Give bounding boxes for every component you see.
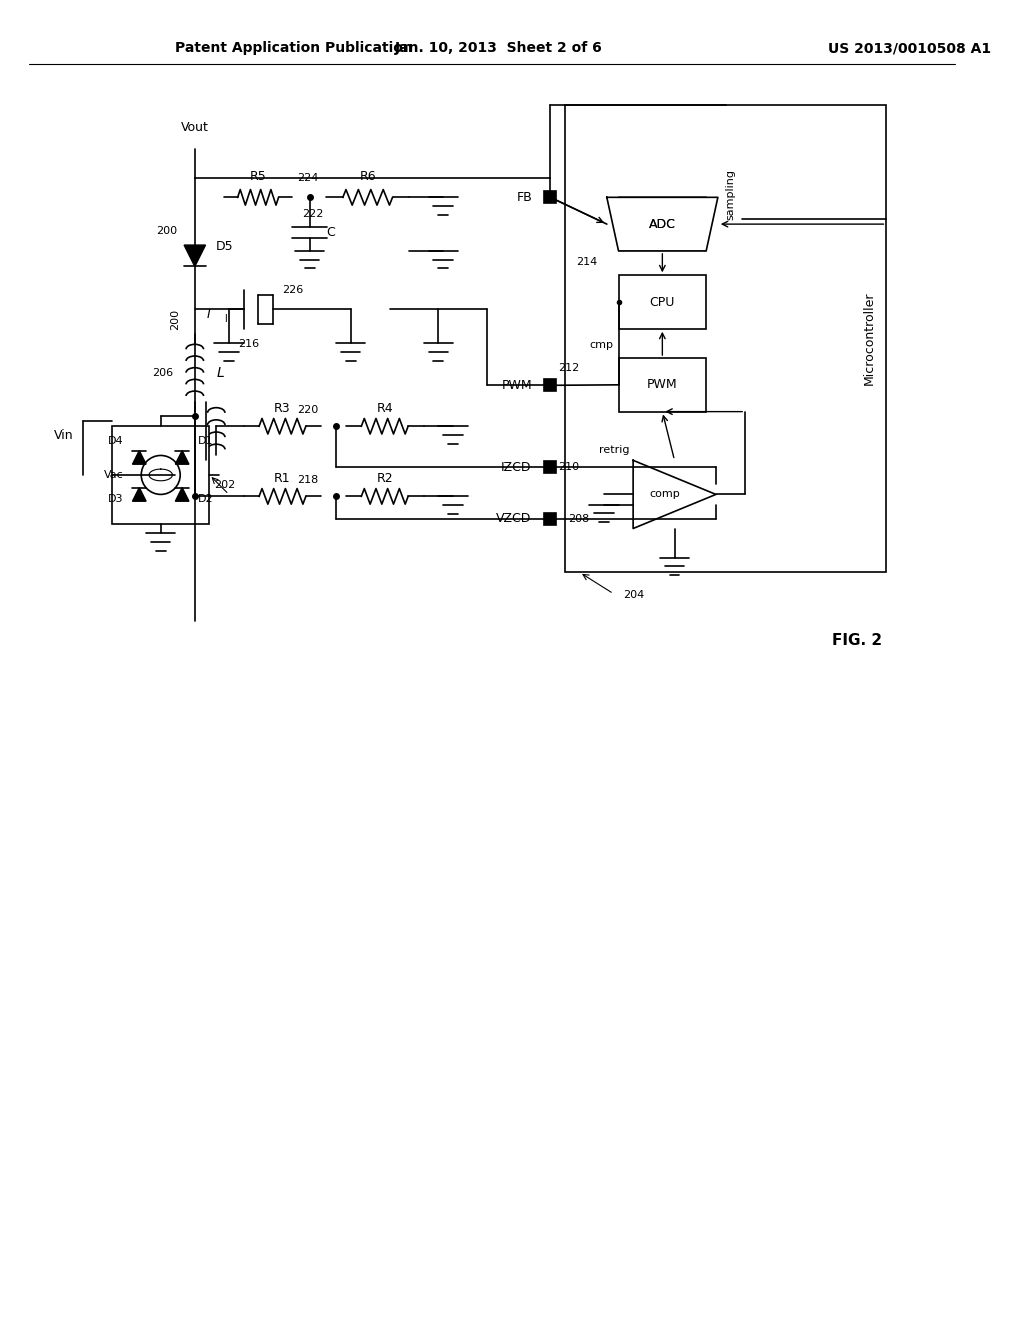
Text: C: C bbox=[327, 226, 335, 239]
Text: D4: D4 bbox=[109, 436, 124, 446]
Text: D1: D1 bbox=[198, 436, 213, 446]
Bar bbox=[618, 276, 707, 329]
Text: 218: 218 bbox=[297, 475, 318, 484]
Text: R5: R5 bbox=[250, 170, 266, 182]
Text: CPU: CPU bbox=[649, 296, 675, 309]
Text: 226: 226 bbox=[283, 285, 304, 294]
Text: PWM: PWM bbox=[647, 379, 678, 391]
Bar bbox=[618, 358, 707, 412]
Text: 222: 222 bbox=[302, 209, 324, 219]
Text: Vac: Vac bbox=[104, 470, 124, 480]
Text: L: L bbox=[216, 366, 224, 380]
Text: 200: 200 bbox=[170, 309, 180, 330]
Polygon shape bbox=[132, 450, 146, 465]
Text: 206: 206 bbox=[153, 368, 173, 378]
Text: 216: 216 bbox=[238, 338, 259, 348]
Text: retrig: retrig bbox=[599, 445, 630, 455]
Text: 210: 210 bbox=[558, 462, 580, 473]
Text: 208: 208 bbox=[568, 513, 589, 524]
Text: R4: R4 bbox=[377, 401, 393, 414]
Text: R2: R2 bbox=[377, 471, 393, 484]
Text: 220: 220 bbox=[297, 404, 318, 414]
Bar bbox=[545, 513, 556, 524]
Text: sampling: sampling bbox=[726, 169, 735, 220]
Text: ADC: ADC bbox=[649, 218, 676, 231]
Text: D3: D3 bbox=[109, 494, 124, 504]
Text: IZCD: IZCD bbox=[501, 461, 530, 474]
Text: cmp: cmp bbox=[590, 341, 613, 350]
Text: VZCD: VZCD bbox=[496, 512, 530, 525]
Bar bbox=[545, 191, 556, 203]
Text: Vin: Vin bbox=[53, 429, 73, 442]
Bar bbox=[618, 197, 707, 251]
Text: Vout: Vout bbox=[181, 121, 209, 135]
Text: D2: D2 bbox=[198, 494, 213, 504]
Text: l: l bbox=[224, 314, 226, 325]
Polygon shape bbox=[607, 197, 718, 251]
Text: 200: 200 bbox=[156, 227, 177, 236]
Polygon shape bbox=[175, 487, 189, 502]
Text: US 2013/0010508 A1: US 2013/0010508 A1 bbox=[828, 41, 991, 55]
Text: 204: 204 bbox=[624, 590, 645, 599]
Text: R1: R1 bbox=[274, 471, 291, 484]
Text: ADC: ADC bbox=[649, 218, 676, 231]
Polygon shape bbox=[175, 450, 189, 465]
Text: FB: FB bbox=[517, 191, 532, 203]
Bar bbox=[545, 379, 556, 391]
Polygon shape bbox=[184, 246, 206, 267]
Text: 224: 224 bbox=[297, 173, 318, 182]
Text: Microcontroller: Microcontroller bbox=[862, 292, 876, 385]
Text: comp: comp bbox=[649, 490, 680, 499]
Bar bbox=[545, 461, 556, 473]
Text: R6: R6 bbox=[359, 170, 377, 182]
Text: 214: 214 bbox=[575, 257, 597, 268]
Text: FIG. 2: FIG. 2 bbox=[833, 634, 883, 648]
Polygon shape bbox=[633, 461, 716, 528]
Text: I: I bbox=[207, 308, 210, 321]
Text: Jan. 10, 2013  Sheet 2 of 6: Jan. 10, 2013 Sheet 2 of 6 bbox=[395, 41, 602, 55]
Text: D5: D5 bbox=[216, 239, 233, 252]
Polygon shape bbox=[132, 487, 146, 502]
Text: Patent Application Publication: Patent Application Publication bbox=[175, 41, 413, 55]
Text: PWM: PWM bbox=[502, 379, 532, 392]
Text: 202: 202 bbox=[214, 479, 236, 490]
Text: R3: R3 bbox=[274, 401, 291, 414]
Bar bbox=[112, 426, 210, 524]
Text: 212: 212 bbox=[558, 363, 580, 374]
Bar bbox=[565, 104, 887, 573]
